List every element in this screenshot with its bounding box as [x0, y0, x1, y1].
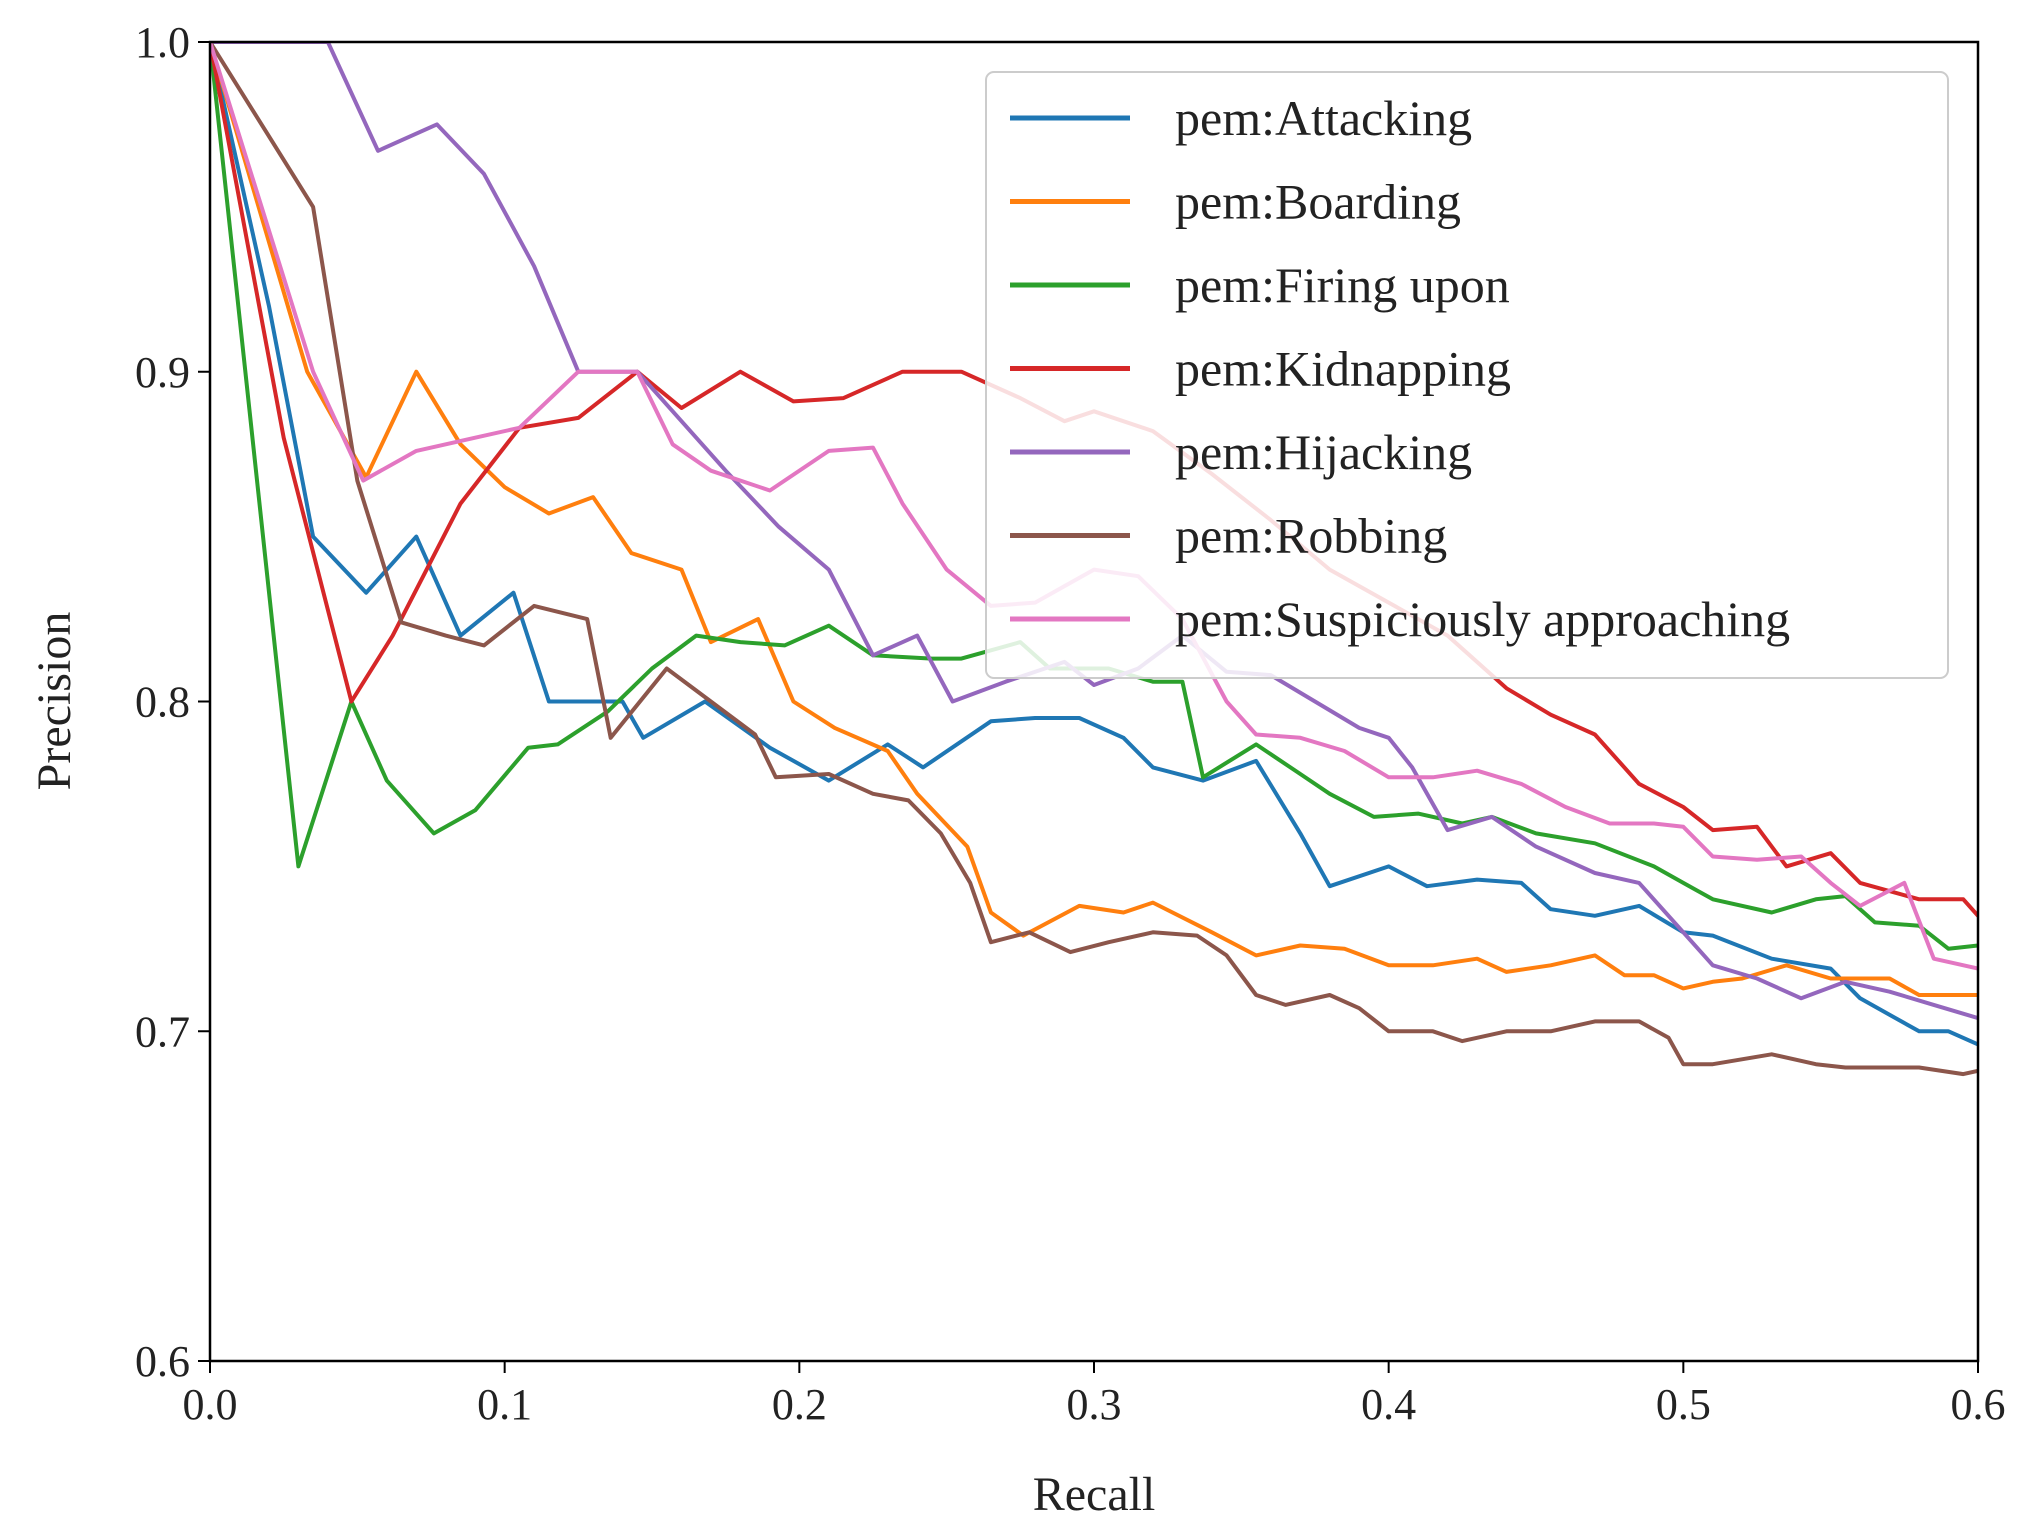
legend-label-boarding: pem:Boarding — [1175, 174, 1461, 230]
x-tick-label: 0.5 — [1656, 1380, 1711, 1429]
legend-label-kidnapping: pem:Kidnapping — [1175, 341, 1511, 397]
x-axis-ticks: 0.0 0.1 0.2 0.3 0.4 0.5 0.6 — [183, 1361, 2006, 1429]
y-tick-label: 0.7 — [135, 1007, 190, 1056]
x-tick-label: 0.6 — [1951, 1380, 2006, 1429]
y-axis-label: Precision — [28, 612, 81, 791]
legend-label-hijacking: pem:Hijacking — [1175, 424, 1472, 480]
x-tick-label: 0.1 — [477, 1380, 532, 1429]
series-line-robbing — [210, 42, 1978, 1077]
legend: pem:Attacking pem:Boarding pem:Firing upon… — [985, 71, 1949, 679]
x-tick-label: 0.3 — [1067, 1380, 1122, 1429]
x-tick-label: 0.2 — [772, 1380, 827, 1429]
legend-label-firing-upon: pem:Firing upon — [1175, 257, 1510, 313]
y-tick-label: 0.8 — [135, 678, 190, 727]
x-tick-label: 0.0 — [183, 1380, 238, 1429]
legend-label-robbing: pem:Robbing — [1175, 508, 1447, 564]
legend-box — [985, 71, 1949, 679]
legend-label-suspiciously-approaching: pem:Suspiciously approaching — [1175, 591, 1790, 647]
x-tick-label: 0.4 — [1361, 1380, 1416, 1429]
y-tick-label: 1.0 — [135, 18, 190, 67]
y-tick-label: 0.9 — [135, 348, 190, 397]
y-axis-ticks: 0.6 0.7 0.8 0.9 1.0 — [135, 18, 210, 1386]
x-axis-label: Recall — [1033, 1468, 1156, 1521]
y-tick-label: 0.6 — [135, 1337, 190, 1386]
series-line-attacking — [210, 42, 1978, 1047]
legend-label-attacking: pem:Attacking — [1175, 90, 1472, 146]
series-line-firing-upon — [210, 42, 1978, 951]
legend-items: pem:Attacking pem:Boarding pem:Firing upon… — [1010, 90, 1790, 647]
series-line-boarding — [210, 42, 1978, 997]
series-layer — [210, 42, 1978, 1077]
